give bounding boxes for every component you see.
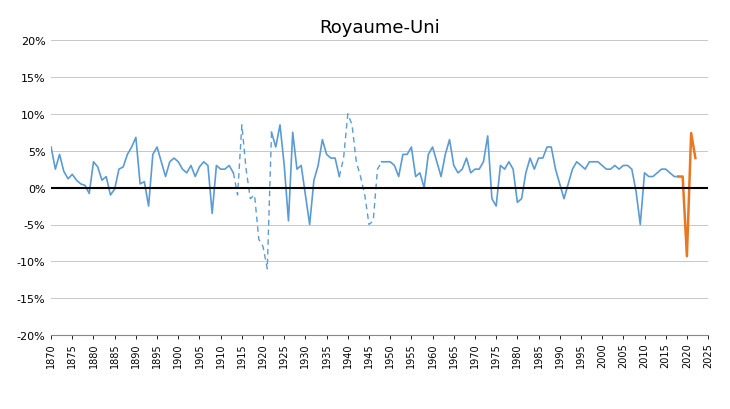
Title: Royaume-Uni: Royaume-Uni (319, 19, 440, 36)
